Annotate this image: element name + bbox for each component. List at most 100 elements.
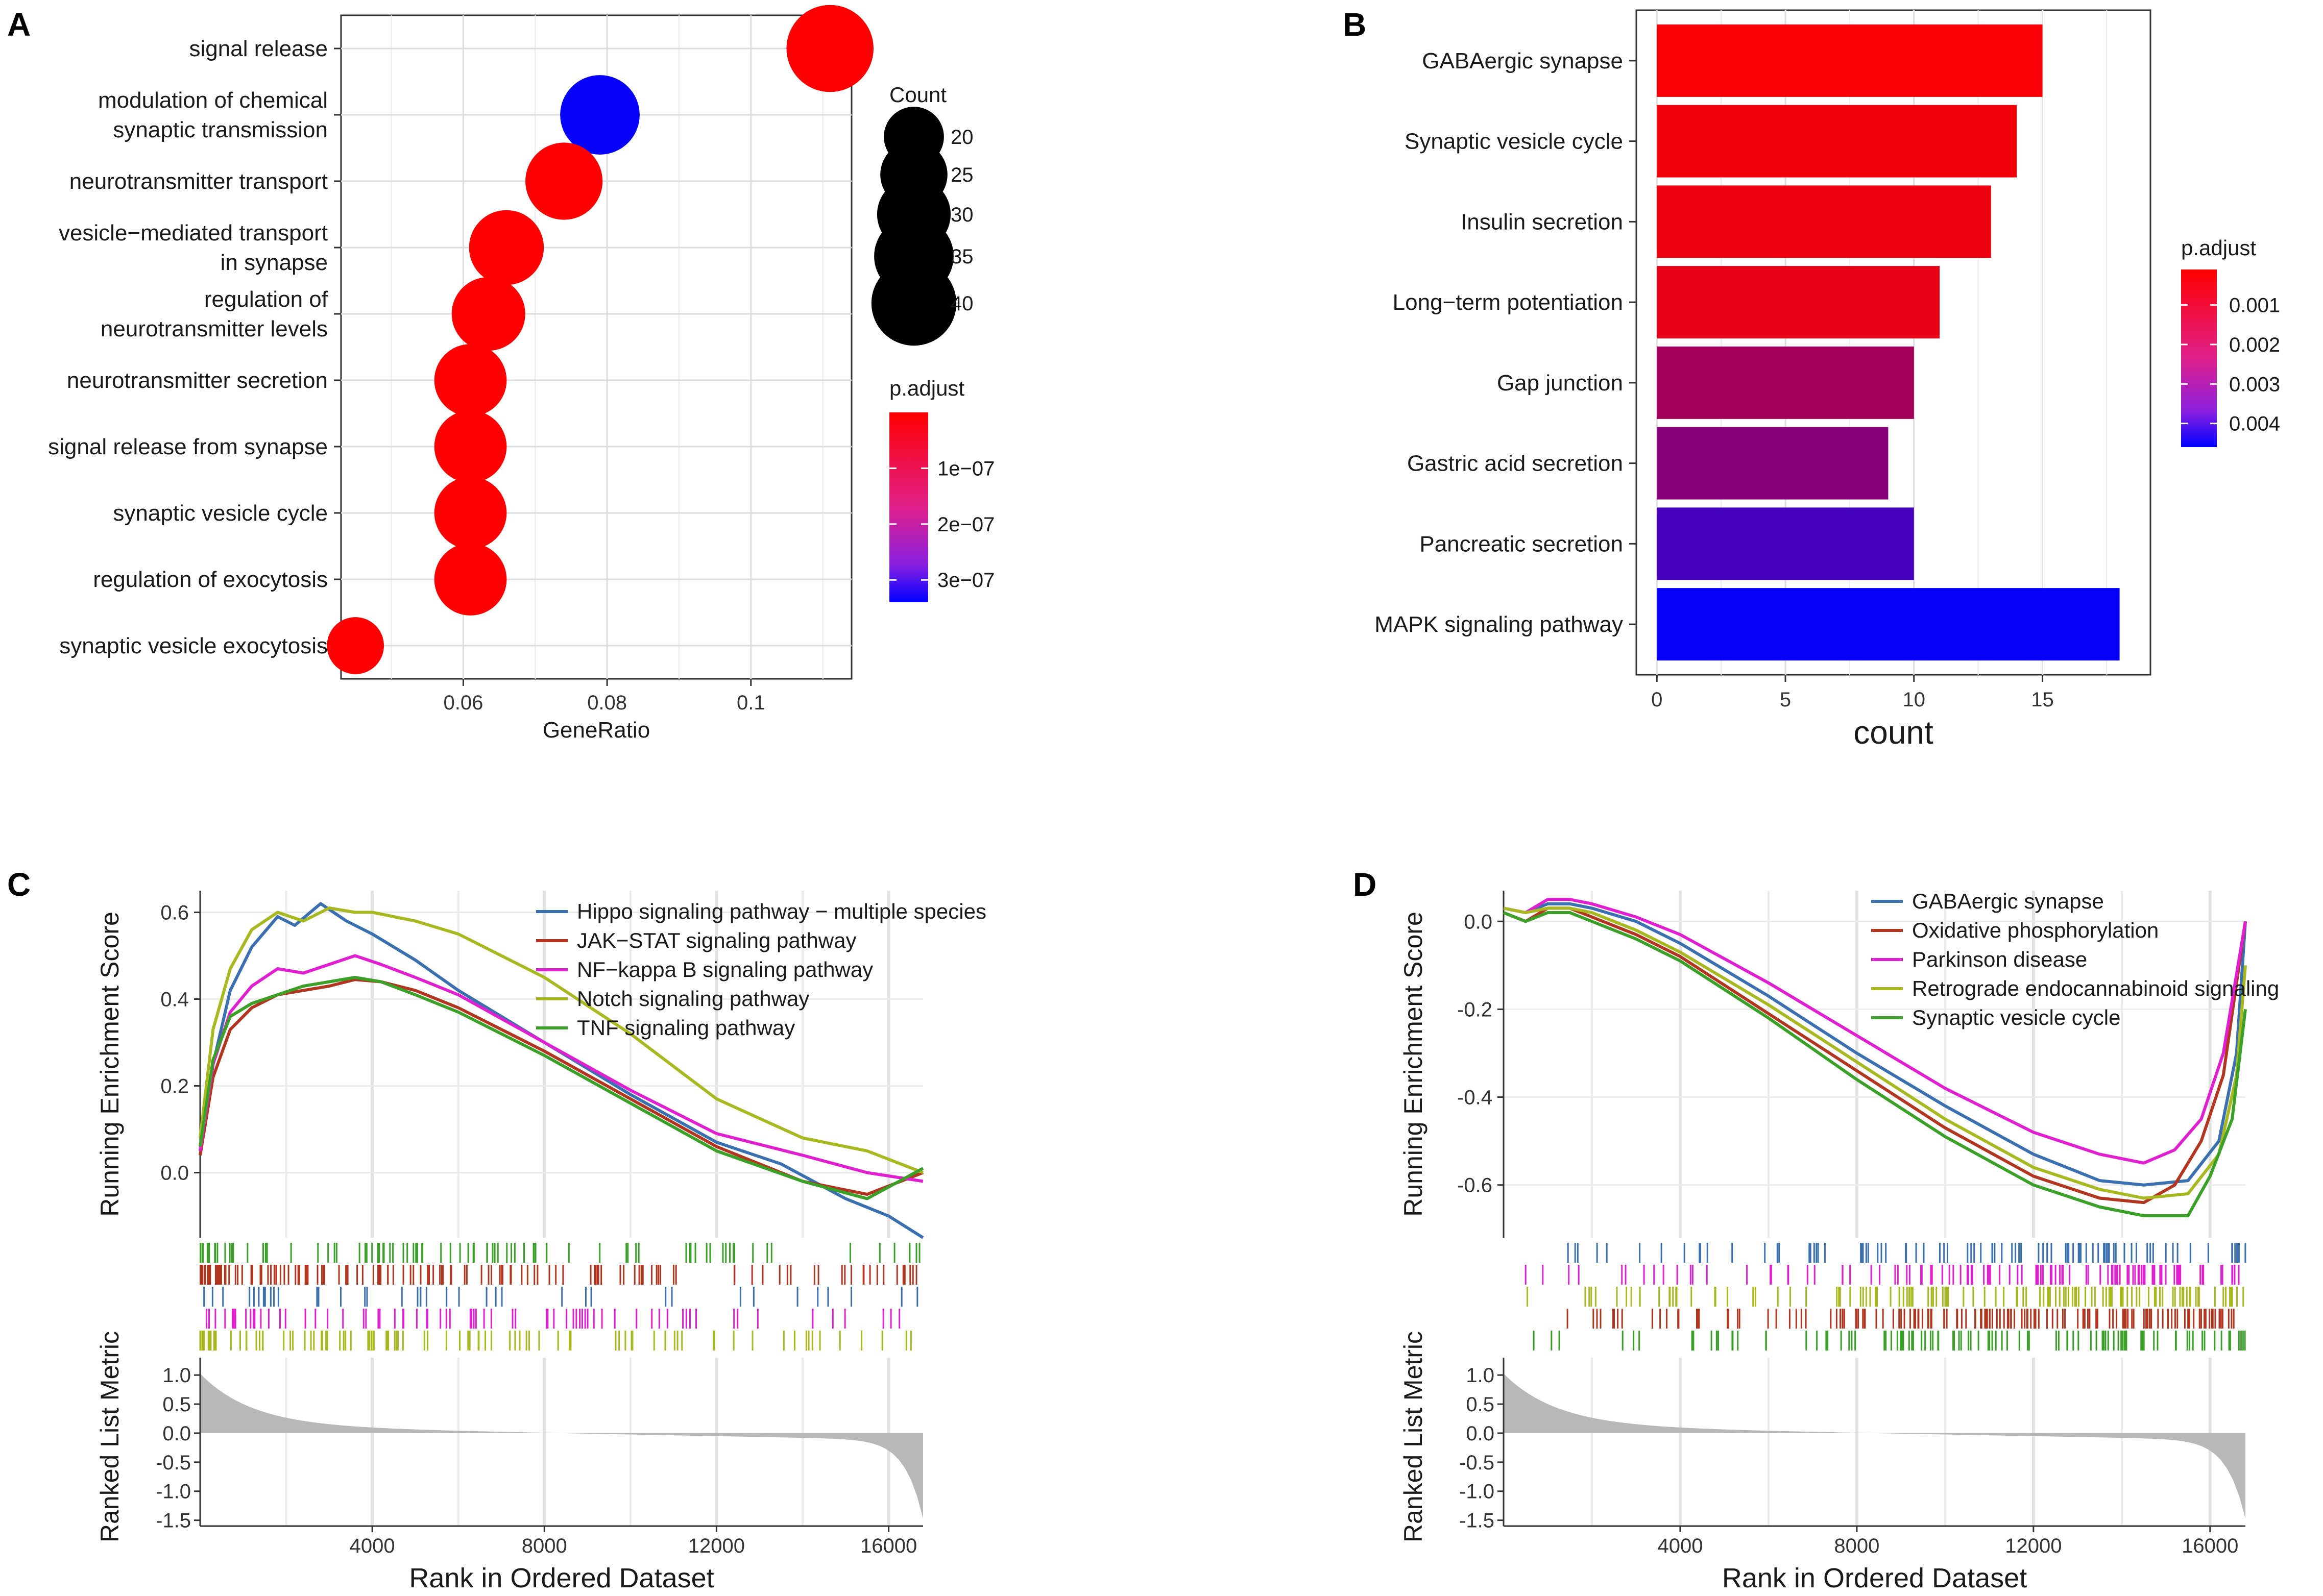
panel-a: A 0.06 0.08 0.1 signal release modulation of … (7, 5, 995, 743)
category-label: MAPK signaling pathway (1374, 612, 1623, 637)
metric-tick-label: 0.5 (162, 1393, 191, 1416)
metric-tick-label: 1.0 (162, 1364, 191, 1387)
metric-tick-label: -1.5 (1459, 1510, 1494, 1532)
x-tick-label: 0.08 (587, 692, 627, 714)
x-tick-label: 12000 (2005, 1535, 2062, 1557)
y-tick-label: 0.0 (160, 1162, 189, 1185)
color-legend-title: p.adjust (889, 376, 964, 400)
legend-label: Synaptic vesicle cycle (1912, 1005, 2121, 1029)
metric-tick-label: -1.0 (156, 1481, 191, 1503)
panel-letter-b: B (1343, 6, 1366, 43)
legend-label: Hippo signaling pathway − multiple speci… (577, 899, 986, 923)
legend-label: GABAergic synapse (1912, 889, 2104, 913)
size-legend-label: 25 (951, 164, 974, 186)
x-tick-label: 0 (1651, 689, 1662, 711)
data-point (525, 142, 603, 220)
category-label: modulation of chemical (98, 88, 328, 113)
x-tick-label: 5 (1780, 689, 1791, 711)
data-point (451, 277, 525, 351)
enrichment-line (1503, 906, 2247, 1200)
size-legend-dot (871, 260, 957, 346)
colorbar (2181, 269, 2217, 447)
legend-label: Parkinson disease (1912, 947, 2087, 971)
bar (1657, 266, 1940, 339)
x-tick-label: 0.1 (737, 692, 765, 714)
data-point (434, 543, 507, 616)
bar (1657, 105, 2017, 178)
colorbar-label: 0.001 (2229, 294, 2280, 317)
y-axis-title: Running Enrichment Score (95, 912, 124, 1217)
enrichment-line (1503, 898, 2247, 1165)
metric-axis-title: Ranked List Metric (95, 1331, 124, 1542)
data-point (327, 617, 384, 674)
data-point (434, 410, 507, 483)
category-label: synaptic vesicle cycle (113, 501, 328, 526)
x-tick-label: 8000 (522, 1535, 567, 1557)
enrichment-line (199, 976, 924, 1200)
category-label: synaptic transmission (113, 117, 328, 142)
x-tick-label: 15 (2031, 689, 2054, 711)
category-label: neurotransmitter levels (101, 316, 328, 341)
category-label: Pancreatic secretion (1419, 531, 1623, 556)
y-tick-label: 0.6 (160, 902, 189, 924)
data-point (786, 5, 874, 92)
metric-axis-title: Ranked List Metric (1399, 1331, 1427, 1542)
category-label: Insulin secretion (1461, 209, 1623, 234)
metric-tick-label: -1.5 (156, 1510, 191, 1532)
size-legend-title: Count (889, 83, 947, 107)
data-point (560, 75, 640, 155)
x-tick-label: 16000 (860, 1535, 917, 1557)
x-axis-title: Rank in Ordered Dataset (1722, 1563, 2027, 1593)
x-tick-label: 4000 (1657, 1535, 1703, 1557)
colorbar-label: 0.002 (2229, 334, 2280, 356)
y-tick-label: -0.6 (1457, 1174, 1492, 1197)
enrichment-line (199, 902, 924, 1239)
legend-label: JAK−STAT signaling pathway (577, 928, 856, 952)
y-tick-label: 0.0 (1464, 911, 1492, 933)
category-label: regulation of exocytosis (93, 567, 328, 592)
panel-d: D 4000 8000 12000 16000 0.0 -0.2 -0.4 -0.6 Runnin… (1353, 866, 2279, 1593)
colorbar-label: 0.004 (2229, 413, 2280, 435)
x-tick-label: 0.06 (444, 692, 483, 714)
category-label: Gap junction (1497, 371, 1623, 396)
data-point (469, 210, 544, 285)
metric-tick-label: 0.0 (1466, 1422, 1494, 1445)
size-legend-label: 40 (951, 292, 974, 315)
metric-tick-label: -0.5 (1459, 1452, 1494, 1474)
category-label: GABAergic synapse (1422, 48, 1623, 73)
panel-c: C 4000 8000 12000 16000 0.0 0.2 0.4 0.6 Running E… (7, 866, 986, 1593)
legend-label: TNF signaling pathway (577, 1016, 795, 1040)
x-axis-title: GeneRatio (543, 718, 650, 743)
x-tick-label: 12000 (688, 1535, 745, 1557)
bar (1657, 427, 1889, 500)
bar (1657, 24, 2043, 97)
legend-label: Notch signaling pathway (577, 987, 809, 1011)
colorbar-label: 2e−07 (937, 513, 995, 536)
panel-b: B 0 5 10 15 GABAergic synapse Synaptic vesicle… (1343, 6, 2280, 751)
colorbar-label: 1e−07 (937, 457, 995, 480)
panel-letter-c: C (7, 866, 31, 903)
data-point (434, 477, 507, 549)
category-label: in synapse (221, 250, 328, 275)
y-tick-label: 0.4 (160, 989, 189, 1011)
metric-tick-label: -0.5 (156, 1452, 191, 1474)
enrichment-line (199, 954, 924, 1183)
colorbar (889, 412, 928, 602)
category-label: synaptic vesicle exocytosis (59, 633, 328, 658)
category-label: Gastric acid secretion (1407, 451, 1623, 476)
category-label: signal release (189, 36, 328, 61)
size-legend-label: 20 (951, 126, 974, 149)
category-label: neurotransmitter secretion (67, 368, 328, 393)
category-label: signal release from synapse (48, 434, 328, 459)
size-legend-label: 35 (951, 245, 974, 268)
metric-tick-label: 0.0 (162, 1422, 191, 1445)
category-label: Long−term potentiation (1393, 290, 1623, 315)
size-legend-label: 30 (951, 204, 974, 226)
legend-label: Oxidative phosphorylation (1912, 918, 2159, 942)
category-label: Synaptic vesicle cycle (1405, 129, 1623, 154)
category-label: vesicle−mediated transport (59, 220, 328, 245)
enrichment-line (1503, 911, 2247, 1217)
category-label: neurotransmitter transport (69, 169, 328, 194)
x-tick-label: 16000 (2182, 1535, 2238, 1557)
